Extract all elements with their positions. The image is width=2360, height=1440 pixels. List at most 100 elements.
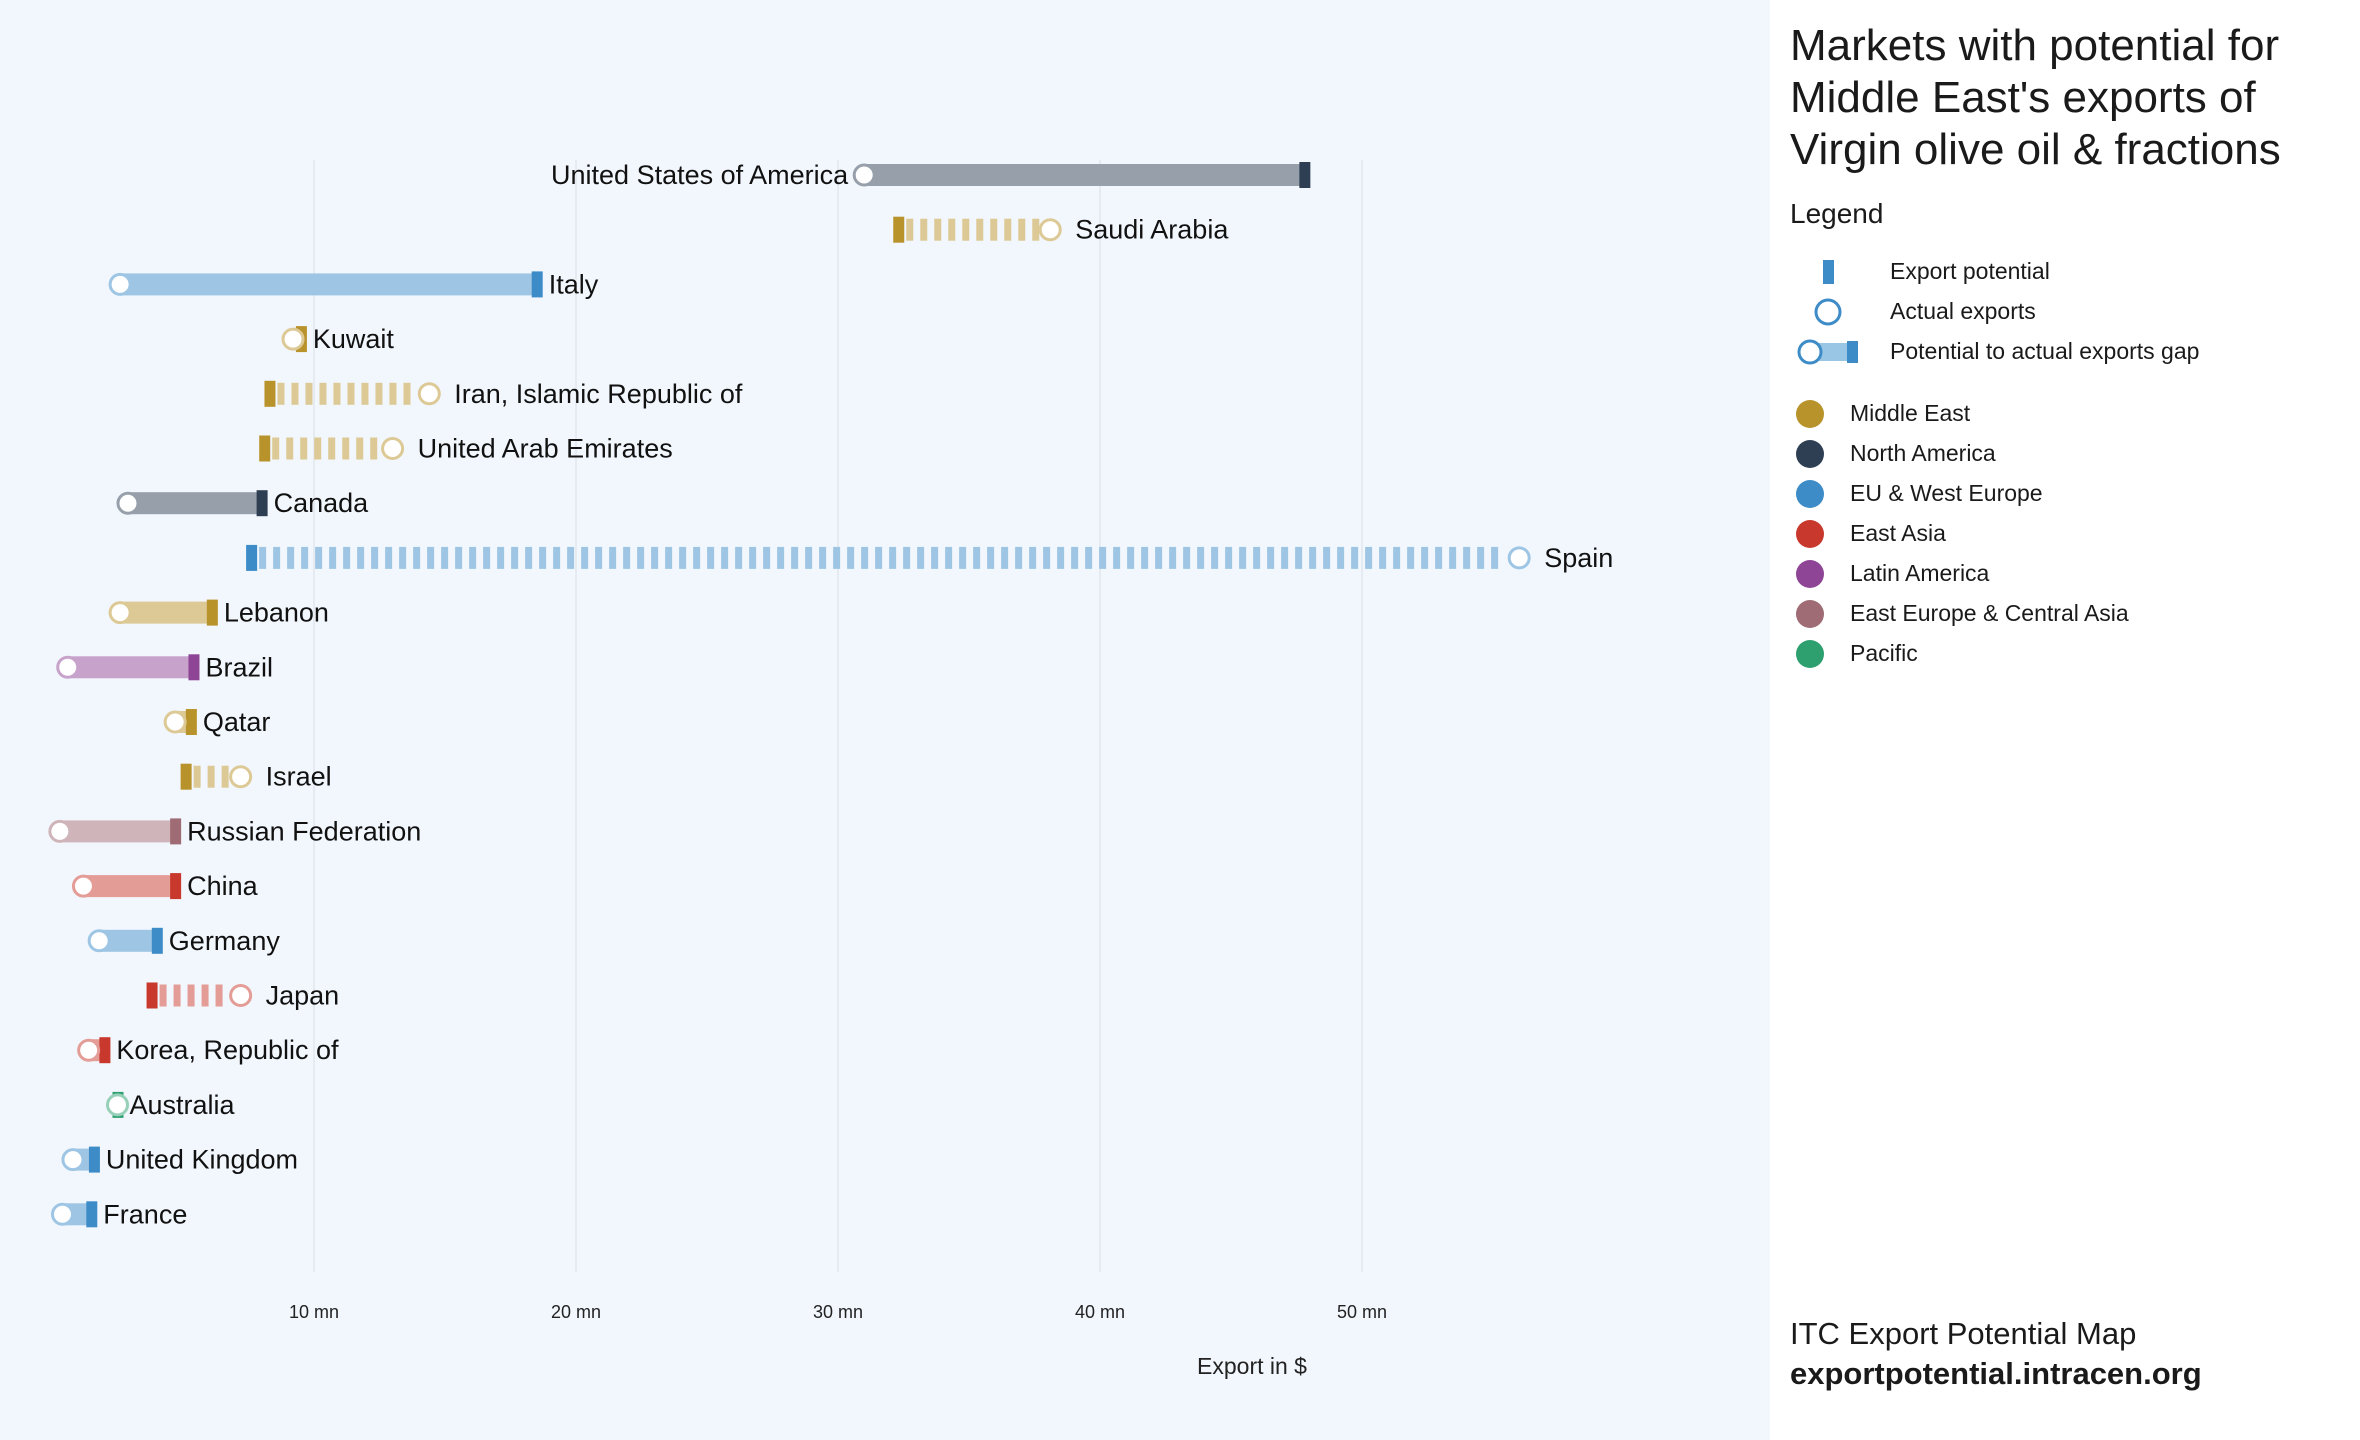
country-label: Australia <box>130 1090 236 1120</box>
gap-bar <box>864 164 1305 186</box>
export-potential-marker <box>259 435 271 462</box>
actual-exports-marker <box>417 382 441 406</box>
excess-stripe <box>595 546 603 569</box>
gap-bar <box>99 929 157 952</box>
excess-stripe <box>1295 546 1303 569</box>
gap-bar <box>59 820 176 843</box>
legend-item-gap: Potential to actual exports gap <box>1790 334 2350 370</box>
excess-stripe <box>1337 546 1345 569</box>
country-label: Qatar <box>203 707 271 737</box>
legend-label: Actual exports <box>1890 298 2036 324</box>
region-color-dot <box>1796 440 1824 468</box>
excess-stripe <box>1351 546 1359 569</box>
excess-stripe <box>1113 546 1121 569</box>
export-potential-marker <box>146 982 158 1009</box>
excess-stripe <box>1239 546 1247 569</box>
excess-stripe <box>356 437 364 460</box>
excess-stripe <box>735 546 743 569</box>
region-legend-item: Latin America <box>1790 556 2350 592</box>
country-label: United States of America <box>551 160 849 190</box>
excess-stripe <box>399 546 407 569</box>
region-legend-item: Middle East <box>1790 396 2350 432</box>
excess-stripe <box>833 546 841 569</box>
region-color-dot <box>1796 480 1824 508</box>
actual-exports-marker <box>77 1038 101 1062</box>
x-tick-label: 10 mn <box>289 1302 339 1322</box>
country-label: China <box>187 871 259 901</box>
excess-stripe <box>1281 546 1289 569</box>
export-potential-marker <box>88 1146 100 1173</box>
x-tick-label: 50 mn <box>1337 1302 1387 1322</box>
excess-stripe <box>286 437 294 460</box>
region-legend-item: EU & West Europe <box>1790 476 2350 512</box>
footer-source: ITC Export Potential Map <box>1790 1316 2137 1351</box>
excess-stripe <box>777 546 785 569</box>
region-color-dot <box>1796 400 1824 428</box>
x-tick-label: 40 mn <box>1075 1302 1125 1322</box>
country-label: Saudi Arabia <box>1075 215 1229 245</box>
excess-stripe <box>1197 546 1205 569</box>
excess-stripe <box>805 546 813 569</box>
excess-stripe <box>693 546 701 569</box>
excess-stripe <box>875 546 883 569</box>
region-legend-item: Pacific <box>1790 636 2350 672</box>
country-label: Lebanon <box>224 598 329 628</box>
excess-stripe <box>1071 546 1079 569</box>
country-label: Israel <box>266 762 332 792</box>
excess-stripe <box>277 382 285 405</box>
footer-link[interactable]: exportpotential.intracen.org <box>1790 1356 2202 1391</box>
excess-stripe <box>1169 546 1177 569</box>
region-legend-item: North America <box>1790 436 2350 472</box>
export-potential-marker <box>1299 162 1311 188</box>
excess-stripe <box>679 546 687 569</box>
excess-stripe <box>1155 546 1163 569</box>
footer: ITC Export Potential Map exportpotential… <box>1790 1314 2202 1394</box>
excess-stripe <box>357 546 365 569</box>
excess-stripe <box>1032 218 1040 241</box>
region-label: East Asia <box>1850 520 1946 546</box>
region-color-dot <box>1796 600 1824 628</box>
excess-stripe <box>581 546 589 569</box>
side-panel: Markets with potential for Middle East's… <box>1770 0 2360 1440</box>
excess-stripe <box>1015 546 1023 569</box>
excess-stripe <box>1309 546 1317 569</box>
excess-stripe <box>1029 546 1037 569</box>
country-label: Brazil <box>205 652 273 682</box>
excess-stripe <box>291 382 299 405</box>
actual-exports-marker <box>229 765 253 789</box>
excess-stripe <box>305 382 313 405</box>
country-label: Germany <box>169 926 281 956</box>
excess-stripe <box>934 218 942 241</box>
excess-stripe <box>329 546 337 569</box>
excess-stripe <box>945 546 953 569</box>
actual-exports-marker <box>106 1093 129 1117</box>
actual-exports-marker <box>71 874 95 898</box>
country-label: Korea, Republic of <box>116 1035 339 1065</box>
gap-bar <box>120 601 212 624</box>
actual-exports-marker <box>108 601 132 625</box>
excess-stripe <box>215 984 223 1007</box>
gap-bar <box>67 656 194 679</box>
region-legend-item: East Europe & Central Asia <box>1790 596 2350 632</box>
region-color-dot <box>1796 560 1824 588</box>
country-label: Iran, Islamic Republic of <box>454 379 743 409</box>
excess-stripe <box>193 765 201 788</box>
actual-exports-marker <box>163 710 187 734</box>
excess-stripe <box>221 765 229 788</box>
region-color-dot <box>1796 520 1824 548</box>
excess-stripe <box>637 546 645 569</box>
excess-stripe <box>1183 546 1191 569</box>
excess-stripe <box>791 546 799 569</box>
excess-stripe <box>301 546 309 569</box>
excess-stripe <box>315 546 323 569</box>
export-potential-marker <box>188 654 200 681</box>
excess-stripe <box>861 546 869 569</box>
excess-stripe <box>959 546 967 569</box>
excess-stripe <box>259 546 267 569</box>
actual-exports-marker <box>87 929 111 953</box>
excess-stripe <box>917 546 925 569</box>
excess-stripe <box>1463 546 1471 569</box>
excess-stripe <box>1043 546 1051 569</box>
excess-stripe <box>207 765 215 788</box>
excess-stripe <box>623 546 631 569</box>
